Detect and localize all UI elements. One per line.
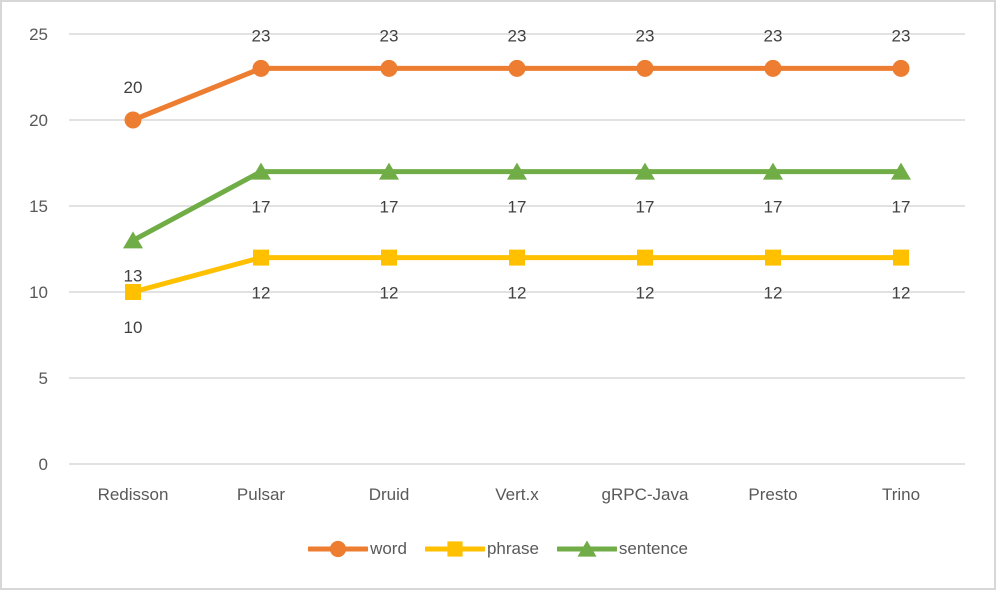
x-category-label: Trino: [882, 485, 920, 504]
marker-circle-icon: [892, 59, 910, 77]
legend-label-sentence: sentence: [618, 539, 688, 558]
data-label-word: 23: [380, 26, 399, 45]
marker-square-icon: [765, 249, 781, 266]
data-label-phrase: 12: [764, 284, 783, 303]
x-category-label: Redisson: [98, 485, 169, 504]
marker-triangle-icon: [251, 162, 271, 180]
word-series-swatch-icon: [306, 539, 370, 559]
data-label-phrase: 12: [380, 284, 399, 303]
marker-triangle-icon: [763, 162, 783, 180]
legend-item-sentence: sentence: [555, 539, 688, 559]
marker-triangle-icon: [635, 162, 655, 180]
x-category-label: Druid: [369, 485, 410, 504]
data-label-word: 20: [124, 78, 143, 97]
marker-square-icon: [509, 249, 525, 266]
marker-triangle-icon: [379, 162, 399, 180]
data-label-phrase: 12: [892, 284, 911, 303]
marker-square-icon: [381, 249, 397, 266]
chart-legend: word phrase sentence: [2, 534, 994, 564]
marker-square-icon: [893, 249, 909, 266]
marker-triangle-icon: [891, 162, 911, 180]
marker-triangle-icon: [123, 231, 143, 249]
marker-circle-icon: [124, 111, 142, 129]
y-tick-label: 10: [29, 283, 48, 302]
x-category-label: Pulsar: [237, 485, 286, 504]
marker-square-icon: [253, 249, 269, 266]
y-tick-label: 5: [39, 369, 48, 388]
data-label-sentence: 13: [124, 266, 143, 285]
sentence-series-swatch-icon: [555, 539, 619, 559]
marker-triangle-icon: [577, 540, 597, 557]
marker-circle-icon: [380, 59, 398, 77]
marker-triangle-icon: [507, 162, 527, 180]
marker-square-icon: [637, 249, 653, 266]
x-category-label: Vert.x: [495, 485, 539, 504]
data-label-word: 23: [508, 26, 527, 45]
data-label-sentence: 17: [892, 198, 911, 217]
data-label-phrase: 12: [636, 284, 655, 303]
data-label-sentence: 17: [764, 198, 783, 217]
data-label-sentence: 17: [380, 198, 399, 217]
marker-circle-icon: [508, 59, 526, 77]
data-label-sentence: 17: [636, 198, 655, 217]
data-label-word: 23: [252, 26, 271, 45]
marker-circle-icon: [330, 540, 347, 558]
marker-circle-icon: [252, 59, 270, 77]
marker-circle-icon: [636, 59, 654, 77]
x-category-label: Presto: [748, 485, 797, 504]
phrase-series-swatch-icon: [423, 539, 487, 559]
legend-item-phrase: phrase: [423, 539, 539, 559]
data-label-word: 23: [764, 26, 783, 45]
y-tick-label: 25: [29, 25, 48, 44]
data-label-word: 23: [636, 26, 655, 45]
data-label-sentence: 17: [508, 198, 527, 217]
legend-label-word: word: [370, 539, 407, 558]
data-label-phrase: 12: [508, 284, 527, 303]
data-label-sentence: 17: [252, 198, 271, 217]
y-tick-label: 15: [29, 197, 48, 216]
marker-square-icon: [447, 541, 463, 557]
data-label-word: 23: [892, 26, 911, 45]
x-category-label: gRPC-Java: [602, 485, 689, 504]
marker-circle-icon: [764, 59, 782, 77]
data-label-phrase: 12: [252, 284, 271, 303]
y-tick-label: 20: [29, 111, 48, 130]
legend-label-phrase: phrase: [486, 539, 539, 558]
marker-square-icon: [125, 284, 141, 300]
line-chart-plot-area: 0 5 10 15 20 25 Redisson Pulsar Druid Vert.x gRPC-…: [29, 25, 965, 504]
y-tick-label: 0: [39, 455, 48, 474]
data-label-phrase: 10: [124, 318, 143, 337]
legend-item-word: word: [306, 539, 407, 559]
